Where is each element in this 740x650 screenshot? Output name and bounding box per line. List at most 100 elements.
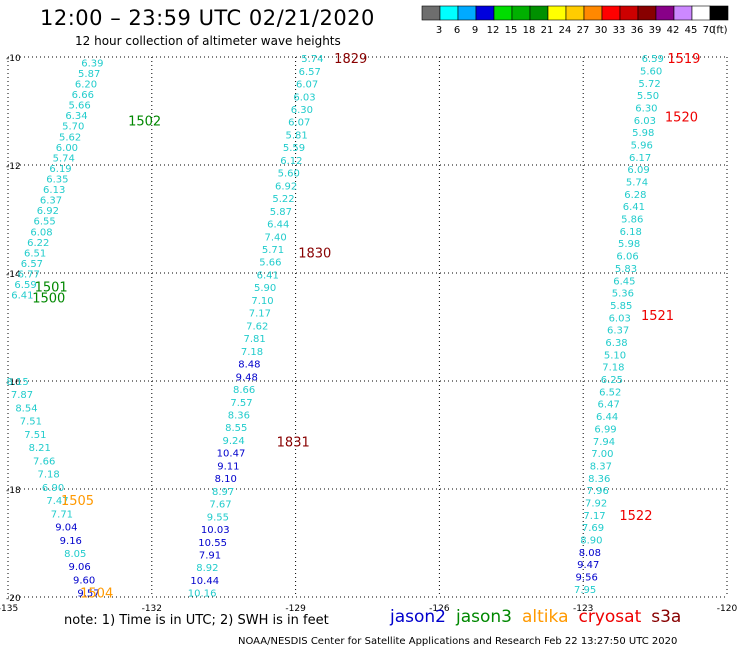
swh-value: 7.47 [46, 496, 68, 507]
swh-value: 7.10 [251, 296, 273, 307]
swh-value: 6.51 [24, 248, 46, 259]
swh-value: 9.16 [60, 536, 82, 547]
swh-value: 6.08 [30, 227, 52, 238]
legend-label: (ft) [712, 25, 727, 36]
swh-value: 6.22 [27, 238, 49, 249]
swh-value: 6.59 [642, 54, 664, 65]
swh-value: 6.03 [293, 92, 315, 103]
satellite-jason2: jason2 [390, 607, 446, 627]
swh-value: 5.22 [272, 194, 294, 205]
swh-value: 6.41 [623, 202, 645, 213]
swh-value: 5.81 [285, 130, 307, 141]
swh-value: 7.18 [37, 470, 59, 481]
swh-value: 6.77 [18, 269, 40, 280]
swh-value: 10.44 [190, 576, 219, 587]
swh-value: 7.92 [585, 498, 607, 509]
swh-value: 6.06 [616, 252, 638, 263]
swh-value: 9.06 [69, 562, 91, 573]
swh-value: 6.34 [65, 111, 87, 122]
swh-value: 5.87 [270, 207, 292, 218]
y-tick-label: -16 [6, 378, 21, 388]
swh-value: 8.92 [196, 563, 218, 574]
swh-value: 8.08 [579, 548, 601, 559]
legend-label: 9 [472, 25, 478, 36]
legend-label: 15 [505, 25, 518, 36]
swh-value: 7.51 [24, 430, 46, 441]
y-tick-label: -10 [6, 54, 21, 64]
track-number: 1505 [61, 494, 94, 509]
y-tick-label: -18 [6, 486, 21, 496]
swh-value: 6.66 [72, 90, 94, 101]
legend-label: 27 [577, 25, 590, 36]
swh-value: 6.00 [56, 143, 78, 154]
swh-value: 6.52 [599, 387, 621, 398]
track-number: 1519 [667, 52, 700, 67]
swh-value: 7.17 [583, 511, 605, 522]
swh-value: 6.57 [21, 259, 43, 270]
swh-value: 5.10 [604, 350, 626, 361]
swh-value: 6.45 [613, 276, 635, 287]
swh-value: 9.57 [77, 589, 99, 600]
swh-value: 10.47 [217, 449, 246, 460]
swh-value: 5.66 [259, 258, 281, 269]
swh-value: 6.90 [42, 483, 64, 494]
x-tick-label: -123 [573, 604, 593, 614]
swh-value: 8.66 [233, 385, 255, 396]
swh-value: 6.47 [598, 400, 620, 411]
swh-value: 6.25 [601, 375, 623, 386]
track-number: 1500 [32, 291, 65, 306]
track-number: 1502 [128, 115, 161, 130]
track-number: 1522 [619, 509, 652, 524]
swh-value: 6.92 [37, 206, 59, 217]
swh-value: 7.81 [243, 334, 265, 345]
swh-value: 6.19 [49, 164, 71, 175]
swh-value: 7.96 [587, 486, 609, 497]
swh-value: 7.69 [582, 523, 604, 534]
swh-value: 5.83 [615, 264, 637, 275]
track-number: 1831 [277, 435, 310, 450]
swh-value: 5.87 [78, 69, 100, 80]
swh-value: 8.36 [228, 410, 250, 421]
swh-value: 8.10 [215, 474, 237, 485]
swh-value: 5.96 [631, 140, 653, 151]
legend-label: 24 [559, 25, 572, 36]
swh-value: 6.18 [620, 227, 642, 238]
legend-swatch [709, 5, 729, 21]
legend-label: 45 [685, 25, 698, 36]
satellite-jason3: jason3 [456, 607, 512, 627]
legend-label: 6 [454, 25, 460, 36]
swh-value: 7.87 [11, 390, 33, 401]
swh-value: 6.28 [624, 190, 646, 201]
swh-value: 9.24 [222, 436, 244, 447]
swh-value: 6.41 [257, 270, 279, 281]
swh-value: 8.36 [588, 474, 610, 485]
swh-value: 6.20 [75, 80, 97, 91]
swh-value: 10.55 [198, 538, 227, 549]
swh-value: 6.37 [40, 196, 62, 207]
swh-value: 5.36 [612, 289, 634, 300]
swh-value: 5.66 [69, 101, 91, 112]
swh-value: 5.59 [283, 143, 305, 154]
swh-value: 10.03 [201, 525, 230, 536]
y-tick-label: -12 [6, 162, 21, 172]
swh-value: 8.15 [6, 377, 28, 388]
x-tick-label: -129 [285, 604, 306, 614]
track-number: 1829 [334, 52, 367, 67]
satellite-legend: jason2 jason3 altika cryosat s3a [390, 607, 691, 627]
satellite-s3a: s3a [651, 607, 682, 627]
swh-value: 5.86 [621, 215, 643, 226]
swh-value: 6.44 [596, 412, 618, 423]
legend-label: 21 [541, 25, 554, 36]
legend-label: 18 [523, 25, 536, 36]
legend-label: 33 [613, 25, 626, 36]
swh-value: 7.67 [209, 500, 231, 511]
legend-label: 12 [487, 25, 500, 36]
color-legend: 3 6 9 12 15 18 21 24 27 30 33 36 39 42 45 70(ft) [421, 5, 729, 36]
swh-value: 6.99 [594, 424, 616, 435]
swh-value: 5.62 [59, 132, 81, 143]
swh-value: 5.74 [626, 178, 648, 189]
swh-value: 5.74 [301, 54, 323, 65]
swh-value: 5.74 [53, 153, 75, 164]
